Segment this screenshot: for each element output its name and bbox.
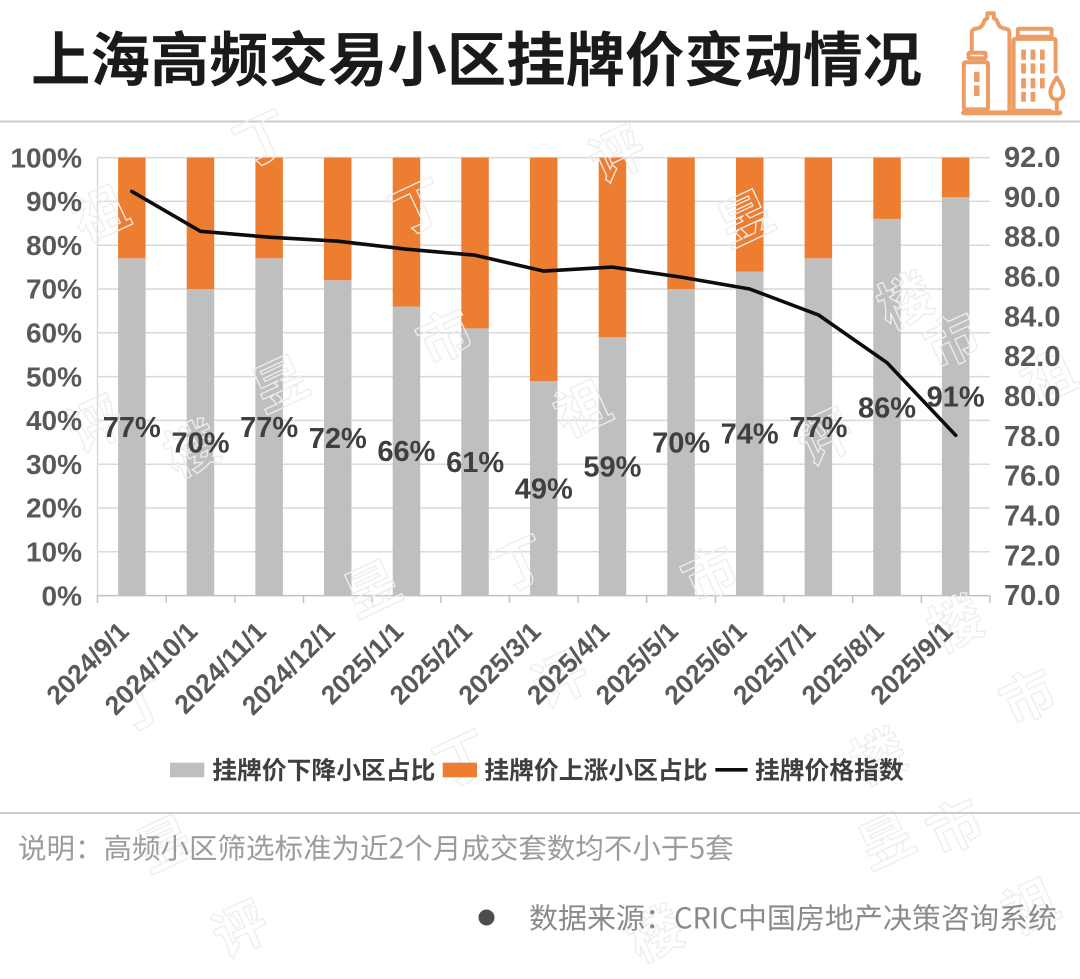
svg-text:61%: 61% [446, 447, 504, 479]
svg-text:90%: 90% [26, 186, 82, 217]
svg-text:86.0: 86.0 [1004, 262, 1060, 294]
svg-text:91%: 91% [927, 381, 985, 413]
svg-text:84.0: 84.0 [1004, 301, 1060, 333]
svg-text:20%: 20% [26, 493, 82, 524]
svg-text:72.0: 72.0 [1004, 540, 1060, 572]
svg-text:88.0: 88.0 [1004, 222, 1060, 254]
svg-text:59%: 59% [583, 451, 641, 483]
svg-text:77%: 77% [240, 412, 298, 444]
svg-text:100%: 100% [10, 142, 82, 173]
svg-text:70%: 70% [26, 274, 82, 305]
svg-text:74.0: 74.0 [1004, 501, 1060, 533]
svg-text:92.0: 92.0 [1004, 142, 1060, 174]
svg-text:80.0: 80.0 [1004, 381, 1060, 413]
svg-text:77%: 77% [789, 412, 847, 444]
svg-text:66%: 66% [377, 436, 435, 468]
svg-text:72%: 72% [309, 423, 367, 455]
svg-text:0%: 0% [42, 580, 83, 611]
svg-text:90.0: 90.0 [1004, 182, 1060, 214]
svg-text:82.0: 82.0 [1004, 341, 1060, 373]
svg-text:10%: 10% [26, 537, 82, 568]
svg-text:74%: 74% [721, 419, 779, 451]
svg-text:60%: 60% [26, 318, 82, 349]
svg-text:78.0: 78.0 [1004, 421, 1060, 453]
svg-text:50%: 50% [26, 361, 82, 392]
svg-text:49%: 49% [515, 473, 573, 505]
svg-text:86%: 86% [858, 392, 916, 424]
svg-text:70.0: 70.0 [1004, 580, 1060, 612]
svg-text:80%: 80% [26, 230, 82, 261]
svg-text:70%: 70% [652, 427, 710, 459]
svg-text:70%: 70% [171, 427, 229, 459]
svg-text:77%: 77% [103, 412, 161, 444]
svg-text:76.0: 76.0 [1004, 461, 1060, 493]
svg-text:40%: 40% [26, 405, 82, 436]
svg-text:30%: 30% [26, 449, 82, 480]
